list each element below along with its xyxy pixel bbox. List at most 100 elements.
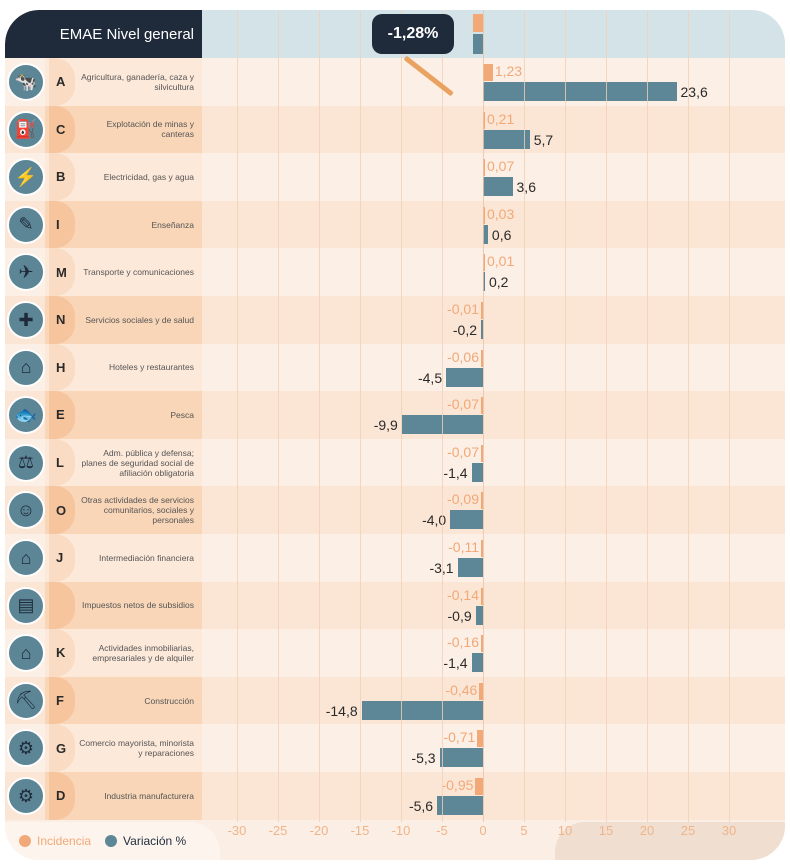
variation-value: -14,8 xyxy=(325,702,358,719)
variation-value: -4,0 xyxy=(422,512,447,529)
incidence-value: -0,95 xyxy=(441,777,474,793)
total-badge: -1,28% xyxy=(372,14,454,54)
variation-value: -9,9 xyxy=(373,417,398,434)
category-letter: J xyxy=(49,534,75,582)
variation-value: 23,6 xyxy=(680,84,708,100)
sector-icon: ☺ xyxy=(7,491,45,530)
sector-icon: ⛏ xyxy=(7,681,45,720)
incidence-value: -0,07 xyxy=(447,396,479,413)
x-tick-label: 10 xyxy=(557,823,573,838)
category-row: Construcción F ⛏ -0,46 -14,8 xyxy=(5,676,785,725)
incidence-bar xyxy=(483,206,485,224)
incidence-bar xyxy=(483,111,485,129)
gridline xyxy=(524,10,525,822)
incidence-value: -0,71 xyxy=(443,729,476,746)
incidence-legend-dot xyxy=(19,835,31,847)
category-label: Intermediación financiera xyxy=(99,552,194,563)
category-row: Transporte y comunicaciones M ✈ 0,01 0,2 xyxy=(5,248,785,296)
category-letter: E xyxy=(49,391,75,439)
sector-icon: ⚡ xyxy=(7,158,45,197)
category-row: Agricultura, ganadería, caza y silvicult… xyxy=(5,58,785,106)
variation-bar xyxy=(483,177,513,197)
gridline xyxy=(278,10,279,822)
total-value: -1,28% xyxy=(387,25,439,42)
sector-icon: ⚙ xyxy=(7,777,45,815)
category-label: Impuestos netos de subsidios xyxy=(82,600,194,611)
category-letter: M xyxy=(49,248,75,296)
category-label: Adm. pública y defensa; planes de seguri… xyxy=(81,447,194,478)
incidence-value: -0,46 xyxy=(445,681,478,698)
category-row: Hoteles y restaurantes H ⌂ -0,06 -4,5 xyxy=(5,343,785,392)
category-letter: H xyxy=(49,343,75,392)
variation-bar xyxy=(471,653,483,673)
legend: Incidencia Variación % xyxy=(5,822,220,860)
category-label: Hoteles y restaurantes xyxy=(108,362,194,373)
variation-bar xyxy=(483,82,677,101)
variation-bar xyxy=(457,558,483,577)
category-label: Servicios sociales y de salud xyxy=(85,314,194,325)
category-label: Pesca xyxy=(170,409,194,420)
category-label: Industria manufacturera xyxy=(104,790,194,801)
incidence-value: 0,21 xyxy=(487,110,515,127)
variation-value: -3,1 xyxy=(429,560,453,576)
variation-bar xyxy=(483,224,488,244)
category-letter: A xyxy=(49,58,75,106)
incidence-bar xyxy=(481,587,483,605)
x-tick-label: -20 xyxy=(309,823,329,838)
sector-icon: 🐄 xyxy=(7,63,45,101)
variation-value: -0,2 xyxy=(452,322,477,338)
x-tick-label: 15 xyxy=(598,823,614,838)
incidence-bar xyxy=(481,302,483,319)
total-incidence-bar xyxy=(473,14,483,32)
incidence-value: -0,11 xyxy=(448,539,479,555)
variation-value: 0,6 xyxy=(491,226,512,243)
x-tick-label: 5 xyxy=(520,823,528,838)
axis-band xyxy=(555,822,785,860)
variation-value: -5,6 xyxy=(408,798,434,814)
incidence-bar xyxy=(475,778,483,795)
incidence-value: -0,07 xyxy=(447,443,479,460)
variation-bar xyxy=(446,367,483,387)
category-letter: C xyxy=(49,105,75,154)
category-letter: G xyxy=(49,724,75,772)
legend-variation: Variación % xyxy=(123,834,187,848)
incidence-value: -0,09 xyxy=(447,491,479,508)
sector-icon: ✎ xyxy=(7,205,45,244)
category-row: Electricidad, gas y agua B ⚡ 0,07 3,6 xyxy=(5,153,785,201)
category-row: Explotación de minas y canteras C ⛽ 0,21 5,7 xyxy=(5,105,785,154)
category-row: Adm. pública y defensa; planes de seguri… xyxy=(5,438,785,487)
gridline xyxy=(442,10,443,822)
x-tick-label: -10 xyxy=(391,823,411,838)
sector-icon: ⚖ xyxy=(7,443,45,482)
x-tick-label: 0 xyxy=(479,823,487,838)
variation-legend-dot xyxy=(105,835,118,847)
category-label: Construcción xyxy=(144,695,194,706)
incidence-bar xyxy=(481,349,483,367)
chart-card: EMAE Nivel general Agricultura, ganaderí… xyxy=(5,10,785,860)
incidence-bar xyxy=(481,444,483,462)
category-label: Electricidad, gas y agua xyxy=(103,171,194,182)
incidence-bar xyxy=(481,397,483,415)
gridline xyxy=(483,10,484,822)
variation-value: -4,5 xyxy=(417,369,443,386)
gridline xyxy=(688,10,689,822)
category-letter xyxy=(49,581,75,630)
total-variation-bar xyxy=(473,34,483,54)
category-row: Industria manufacturera D ⚙ -0,95 -5,6 xyxy=(5,772,785,820)
incidence-value: 0,01 xyxy=(487,253,515,270)
variation-value: -1,4 xyxy=(443,464,468,481)
incidence-bar xyxy=(483,254,485,272)
gridline xyxy=(401,10,402,822)
category-label: Comercio mayorista, minorista y reparaci… xyxy=(79,738,194,759)
category-row: Intermediación financiera J⌂ -0,11 -3,1 xyxy=(5,534,785,582)
incidence-bar xyxy=(483,159,485,177)
category-label: Transporte y comunicaciones xyxy=(83,267,194,278)
variation-bar xyxy=(483,129,530,149)
category-row: Impuestos netos de subsidios ▤ -0,14 -0,9 xyxy=(5,581,785,630)
category-label: Agricultura, ganadería, caza y silvicult… xyxy=(81,71,194,92)
incidence-value: -0,06 xyxy=(447,348,479,365)
sector-icon: ▤ xyxy=(7,586,45,625)
variation-value: -0,9 xyxy=(447,607,472,624)
variation-bar xyxy=(471,462,483,482)
incidence-bar xyxy=(481,492,483,510)
